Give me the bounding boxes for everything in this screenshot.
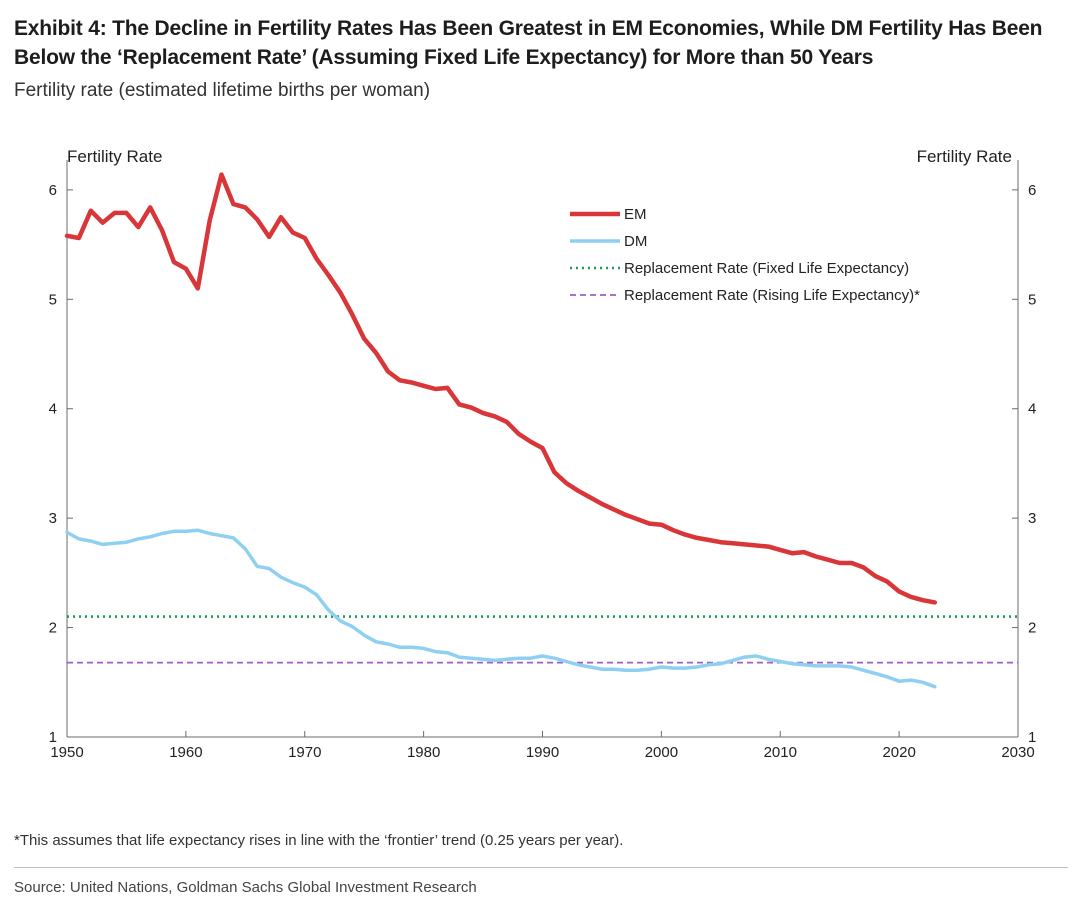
- y-tick-label-left: 1: [49, 729, 57, 746]
- legend-dm-label: DM: [624, 233, 647, 250]
- y-tick-label-left: 4: [49, 401, 57, 418]
- divider: [14, 867, 1068, 868]
- legend: EM DM Replacement Rate (Fixed Life Expecta…: [570, 206, 920, 304]
- x-tick-label: 2010: [764, 744, 797, 761]
- y-tick-label-left: 2: [49, 620, 57, 637]
- series-line-dm: [65, 528, 937, 689]
- x-tick-label: 1970: [288, 744, 321, 761]
- legend-em-label: EM: [624, 206, 647, 223]
- chart-subtitle: Fertility rate (estimated lifetime birth…: [14, 80, 431, 101]
- y-tick-label-right: 4: [1028, 401, 1036, 418]
- x-tick-label: 2000: [645, 744, 678, 761]
- x-tick-label: 1950: [50, 744, 83, 761]
- y-tick-label-left: 5: [49, 291, 57, 308]
- y-tick-label-right: 6: [1028, 182, 1036, 199]
- x-tick-label: 1980: [407, 744, 440, 761]
- x-tick-label: 1960: [169, 744, 202, 761]
- axes: 1 1 2 2 3 3 4 4 5 5 6 6 1950 1960 1970 1980 1990 2000 2010…: [49, 147, 1037, 761]
- x-tick-label: 1990: [526, 744, 559, 761]
- x-tick-label: 2030: [1001, 744, 1034, 761]
- source-note: Source: United Nations, Goldman Sachs Gl…: [14, 879, 477, 896]
- y-tick-label-right: 2: [1028, 620, 1036, 637]
- y-tick-label-left: 6: [49, 182, 57, 199]
- fertility-chart: 1 1 2 2 3 3 4 4 5 5 6 6 1950 1960 1970 1980 1990 2000 2010…: [49, 147, 1037, 761]
- y-tick-label-left: 3: [49, 510, 57, 527]
- x-tick-label: 2020: [882, 744, 915, 761]
- y-axis-label-left: Fertility Rate: [67, 147, 162, 166]
- y-axis-label-right: Fertility Rate: [917, 147, 1012, 166]
- legend-replacement-fixed-label: Replacement Rate (Fixed Life Expectancy): [624, 260, 909, 277]
- legend-replacement-rising-label: Replacement Rate (Rising Life Expectancy…: [624, 287, 920, 304]
- y-tick-label-right: 3: [1028, 510, 1036, 527]
- series-line-em: [64, 172, 938, 605]
- y-tick-label-right: 5: [1028, 291, 1036, 308]
- series-lines: [64, 172, 1018, 689]
- y-tick-label-right: 1: [1028, 729, 1036, 746]
- footnote: *This assumes that life expectancy rises…: [14, 832, 624, 849]
- chart-title: Exhibit 4: The Decline in Fertility Rate…: [14, 17, 1043, 69]
